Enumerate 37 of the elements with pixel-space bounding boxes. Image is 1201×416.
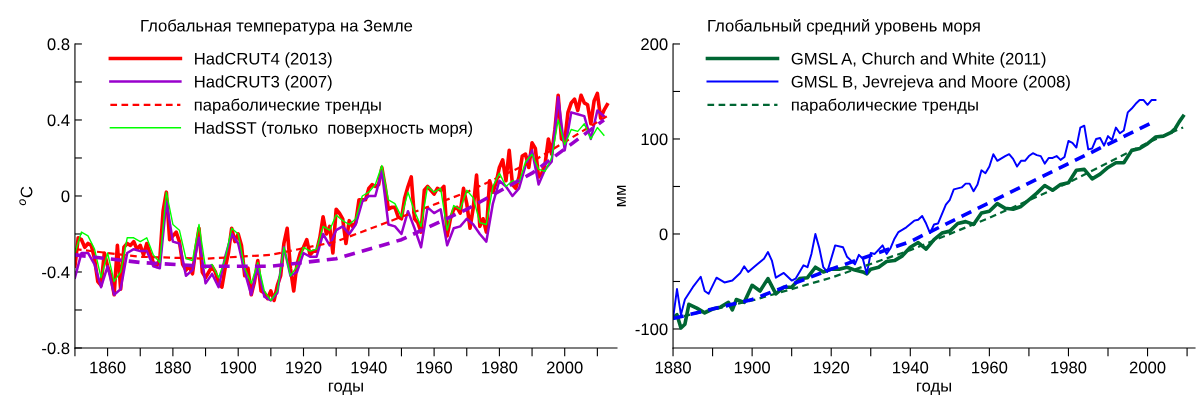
legend-label: GMSL B, Jevrejeva and Moore (2008) (791, 75, 1070, 91)
x-tick-label: 1900 (734, 361, 771, 374)
y-tick-label: 200 (641, 38, 668, 51)
chart-title: Глобальная температура на Земле (141, 19, 413, 35)
y-tick-label: 0.8 (47, 38, 70, 51)
x-tick-label: 2000 (1129, 361, 1166, 374)
legend-label: HadCRUT4 (2013) (195, 52, 332, 68)
y-tick-label: -100 (635, 323, 668, 336)
x-tick-label: 2000 (547, 361, 583, 374)
y-tick-label: 100 (641, 133, 668, 146)
y-tick-label: 0 (61, 190, 70, 203)
x-tick-label: 1980 (1051, 361, 1087, 374)
x-axis-title: годы (328, 382, 363, 395)
chart-title: Глобальный средний уровень моря (708, 19, 980, 35)
x-tick-label: 1980 (482, 361, 518, 374)
x-tick-label: 1940 (351, 361, 387, 374)
x-tick-label: 1880 (655, 361, 691, 374)
y-tick-label: -0.8 (42, 342, 70, 355)
x-tick-label: 1960 (416, 361, 452, 374)
x-tick-label: 1860 (90, 361, 126, 374)
legend-label: параболические тренды (194, 98, 381, 115)
x-axis-title: годы (917, 382, 952, 395)
x-tick-label: 1920 (286, 361, 322, 374)
x-tick-label: 1880 (155, 361, 191, 374)
y-tick-label: 0.4 (47, 114, 70, 127)
legend-label: HadCRUT3 (2007) (195, 75, 332, 91)
legend-label: GMSL A, Church and White (2011) (791, 52, 1046, 68)
y-tick-label: 0 (659, 228, 668, 241)
y-axis-title: мм (617, 185, 626, 207)
y-axis-title: $^{o}$C (19, 186, 33, 206)
x-tick-label: 1920 (813, 361, 850, 374)
y-tick-label: -0.4 (42, 266, 70, 279)
x-tick-label: 1940 (893, 361, 929, 374)
legend-label: HadSST (только поверхность моря) (195, 121, 473, 138)
x-tick-label: 1900 (220, 361, 257, 374)
x-tick-label: 1960 (972, 361, 1008, 374)
legend-label: параболические тренды (791, 98, 978, 115)
